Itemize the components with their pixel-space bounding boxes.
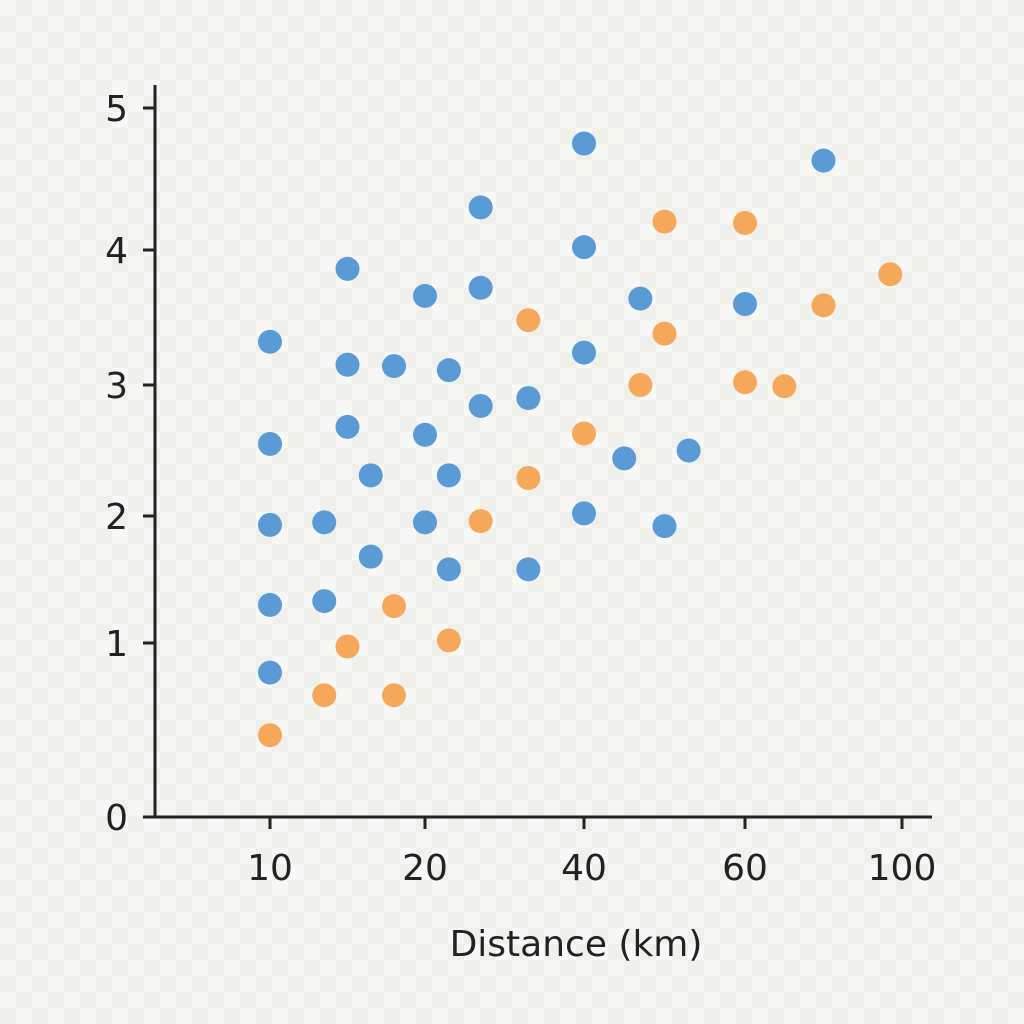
blue-point [258,660,282,685]
orange-point [382,683,406,708]
points-layer [258,131,903,748]
blue-point [612,446,637,471]
y-tick-label: 3 [105,366,128,407]
blue-point [258,512,282,537]
blue-point [312,589,337,614]
x-tick-label: 10 [247,848,293,889]
orange-point [468,509,493,534]
blue-point [335,352,360,377]
blue-point [572,340,596,365]
blue-point [516,386,541,411]
orange-point [733,370,757,395]
orange-point [652,321,677,346]
y-tick-label: 5 [105,89,128,130]
blue-point [628,286,653,311]
x-tick-label: 40 [561,848,607,889]
orange-point [811,293,836,318]
orange-point [312,683,337,708]
blue-point [335,414,360,439]
blue-point [413,422,437,447]
orange-point [772,374,797,399]
blue-point [258,329,282,354]
orange-point [335,634,360,659]
ticks-layer: 10 20 40 60 100 0 1 2 3 4 5 [105,89,936,889]
orange-point [652,209,677,234]
x-tick-label: 100 [868,848,937,889]
orange-point [733,211,757,236]
blue-point [468,393,493,418]
y-tick-label: 4 [105,231,128,272]
blue-point [258,431,282,456]
x-tick-label: 20 [402,848,448,889]
blue-point [258,592,282,617]
blue-point [572,131,596,156]
blue-point [358,544,383,569]
blue-point [436,358,461,383]
blue-point [572,235,596,260]
orange-point [628,373,653,397]
blue-point [572,501,596,526]
y-tick-label: 2 [105,497,128,538]
blue-point [436,557,461,582]
x-tick-label: 60 [722,848,768,889]
orange-point [258,723,282,748]
y-tick-label: 0 [105,798,128,839]
blue-point [358,463,383,488]
blue-point [413,510,437,535]
blue-point [811,148,836,173]
orange-point [878,262,903,287]
blue-point [676,438,701,463]
blue-point [413,283,437,308]
orange-point [436,628,461,653]
blue-point [382,354,406,379]
blue-point [335,256,360,281]
blue-point [733,292,757,316]
orange-point [516,466,541,491]
blue-point [312,510,337,535]
y-tick-label: 1 [105,624,128,665]
blue-point [468,195,493,220]
orange-point [572,421,596,446]
blue-point [652,514,677,539]
blue-point [436,463,461,488]
x-axis-title: Distance (km) [450,924,703,965]
blue-point [468,275,493,300]
orange-point [382,594,406,619]
orange-point [516,308,541,333]
blue-point [516,557,541,582]
